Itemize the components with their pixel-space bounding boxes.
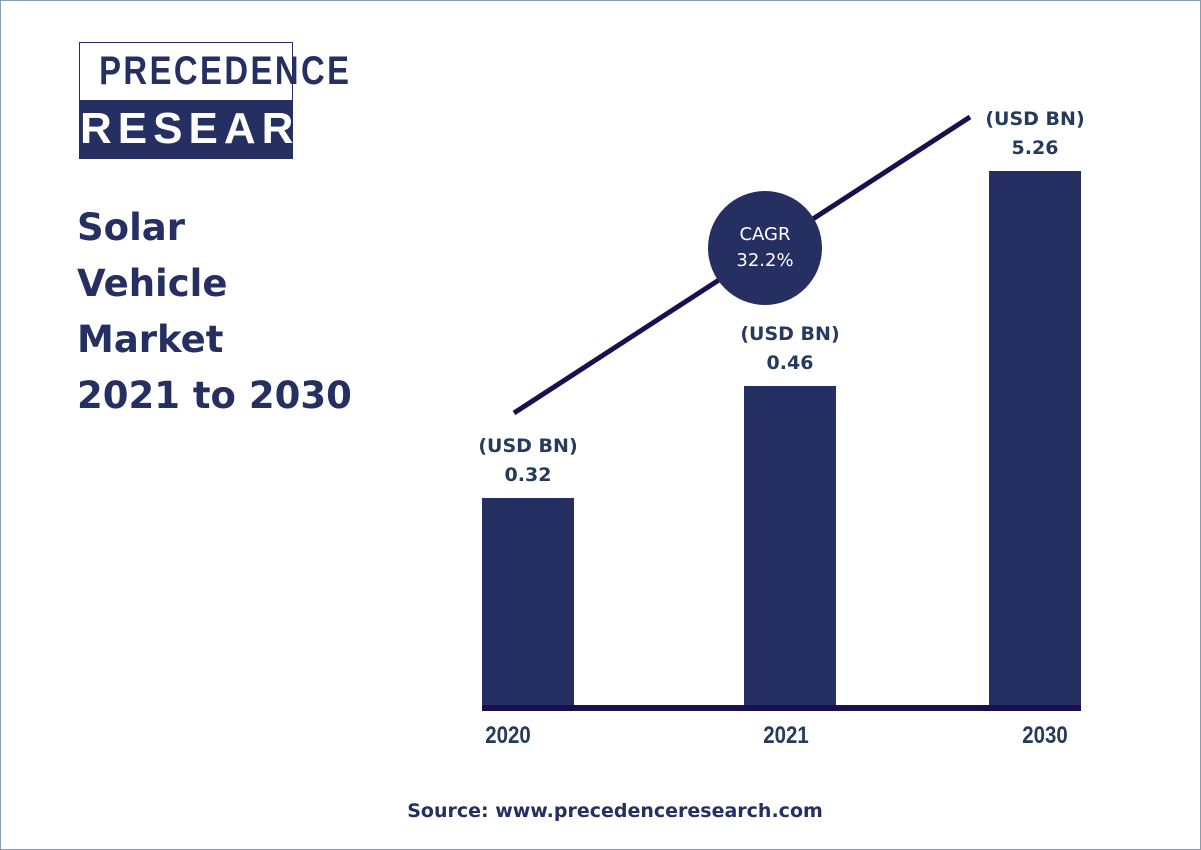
source-text: Source: www.precedenceresearch.com — [407, 800, 823, 822]
title-line: 2021 to 2030 — [77, 374, 352, 417]
x-tick-label: 2020 — [485, 722, 531, 749]
cagr-label: CAGR — [739, 224, 791, 245]
data-label: (USD BN) 0.46 — [710, 320, 870, 378]
cagr-badge: CAGR 32.2% — [708, 191, 822, 305]
unit-label: (USD BN) — [740, 323, 840, 345]
unit-label: (USD BN) — [478, 435, 578, 457]
title-line: Vehicle — [77, 262, 228, 305]
bar-2021 — [744, 386, 836, 708]
cagr-value: 32.2% — [736, 250, 794, 271]
value-label: 0.46 — [766, 352, 814, 374]
x-tick-label: 2021 — [763, 722, 809, 749]
data-label: (USD BN) 0.32 — [448, 432, 608, 490]
data-label: (USD BN) 5.26 — [955, 105, 1115, 163]
bar-2030 — [989, 171, 1081, 708]
bar-2020 — [482, 498, 574, 708]
title-line: Market — [77, 318, 224, 361]
chart-title: Solar Vehicle Market 2021 to 2030 — [77, 200, 352, 424]
x-tick-label: 2030 — [1022, 722, 1068, 749]
value-label: 0.32 — [504, 464, 552, 486]
x-axis-line — [482, 705, 1081, 711]
unit-label: (USD BN) — [985, 108, 1085, 130]
title-line: Solar — [77, 206, 185, 249]
value-label: 5.26 — [1011, 137, 1059, 159]
